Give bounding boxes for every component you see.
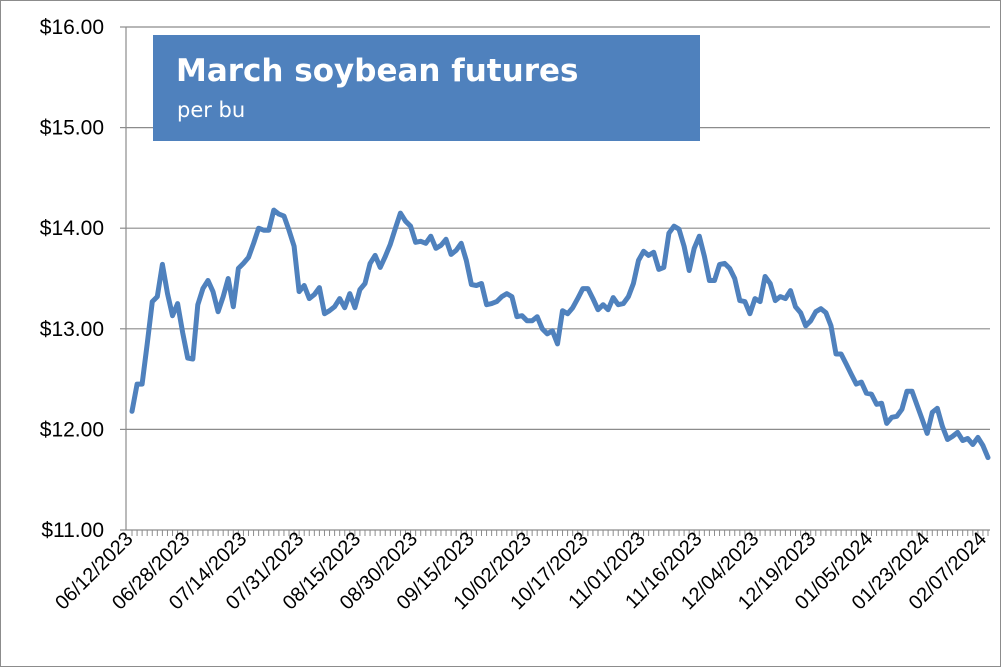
title-box-background <box>153 35 700 141</box>
y-tick-label: $15.00 <box>40 117 104 140</box>
y-axis: $11.00 $12.00 $13.00 $14.00 $15.00 $16.00 <box>40 16 127 542</box>
chart-title: March soybean futures <box>176 53 578 89</box>
y-tick-label: $13.00 <box>40 318 104 341</box>
chart-subtitle: per bu <box>177 98 245 122</box>
y-tick-label: $16.00 <box>40 16 104 39</box>
y-tick-label: $14.00 <box>40 217 104 240</box>
title-box: March soybean futures per bu <box>153 35 700 141</box>
x-axis: 06/12/202306/28/202307/14/202307/31/2023… <box>51 528 991 614</box>
series-line <box>129 207 991 461</box>
series-layer <box>129 207 991 461</box>
y-tick-label: $12.00 <box>40 418 104 441</box>
y-tick-label: $11.00 <box>41 519 104 542</box>
